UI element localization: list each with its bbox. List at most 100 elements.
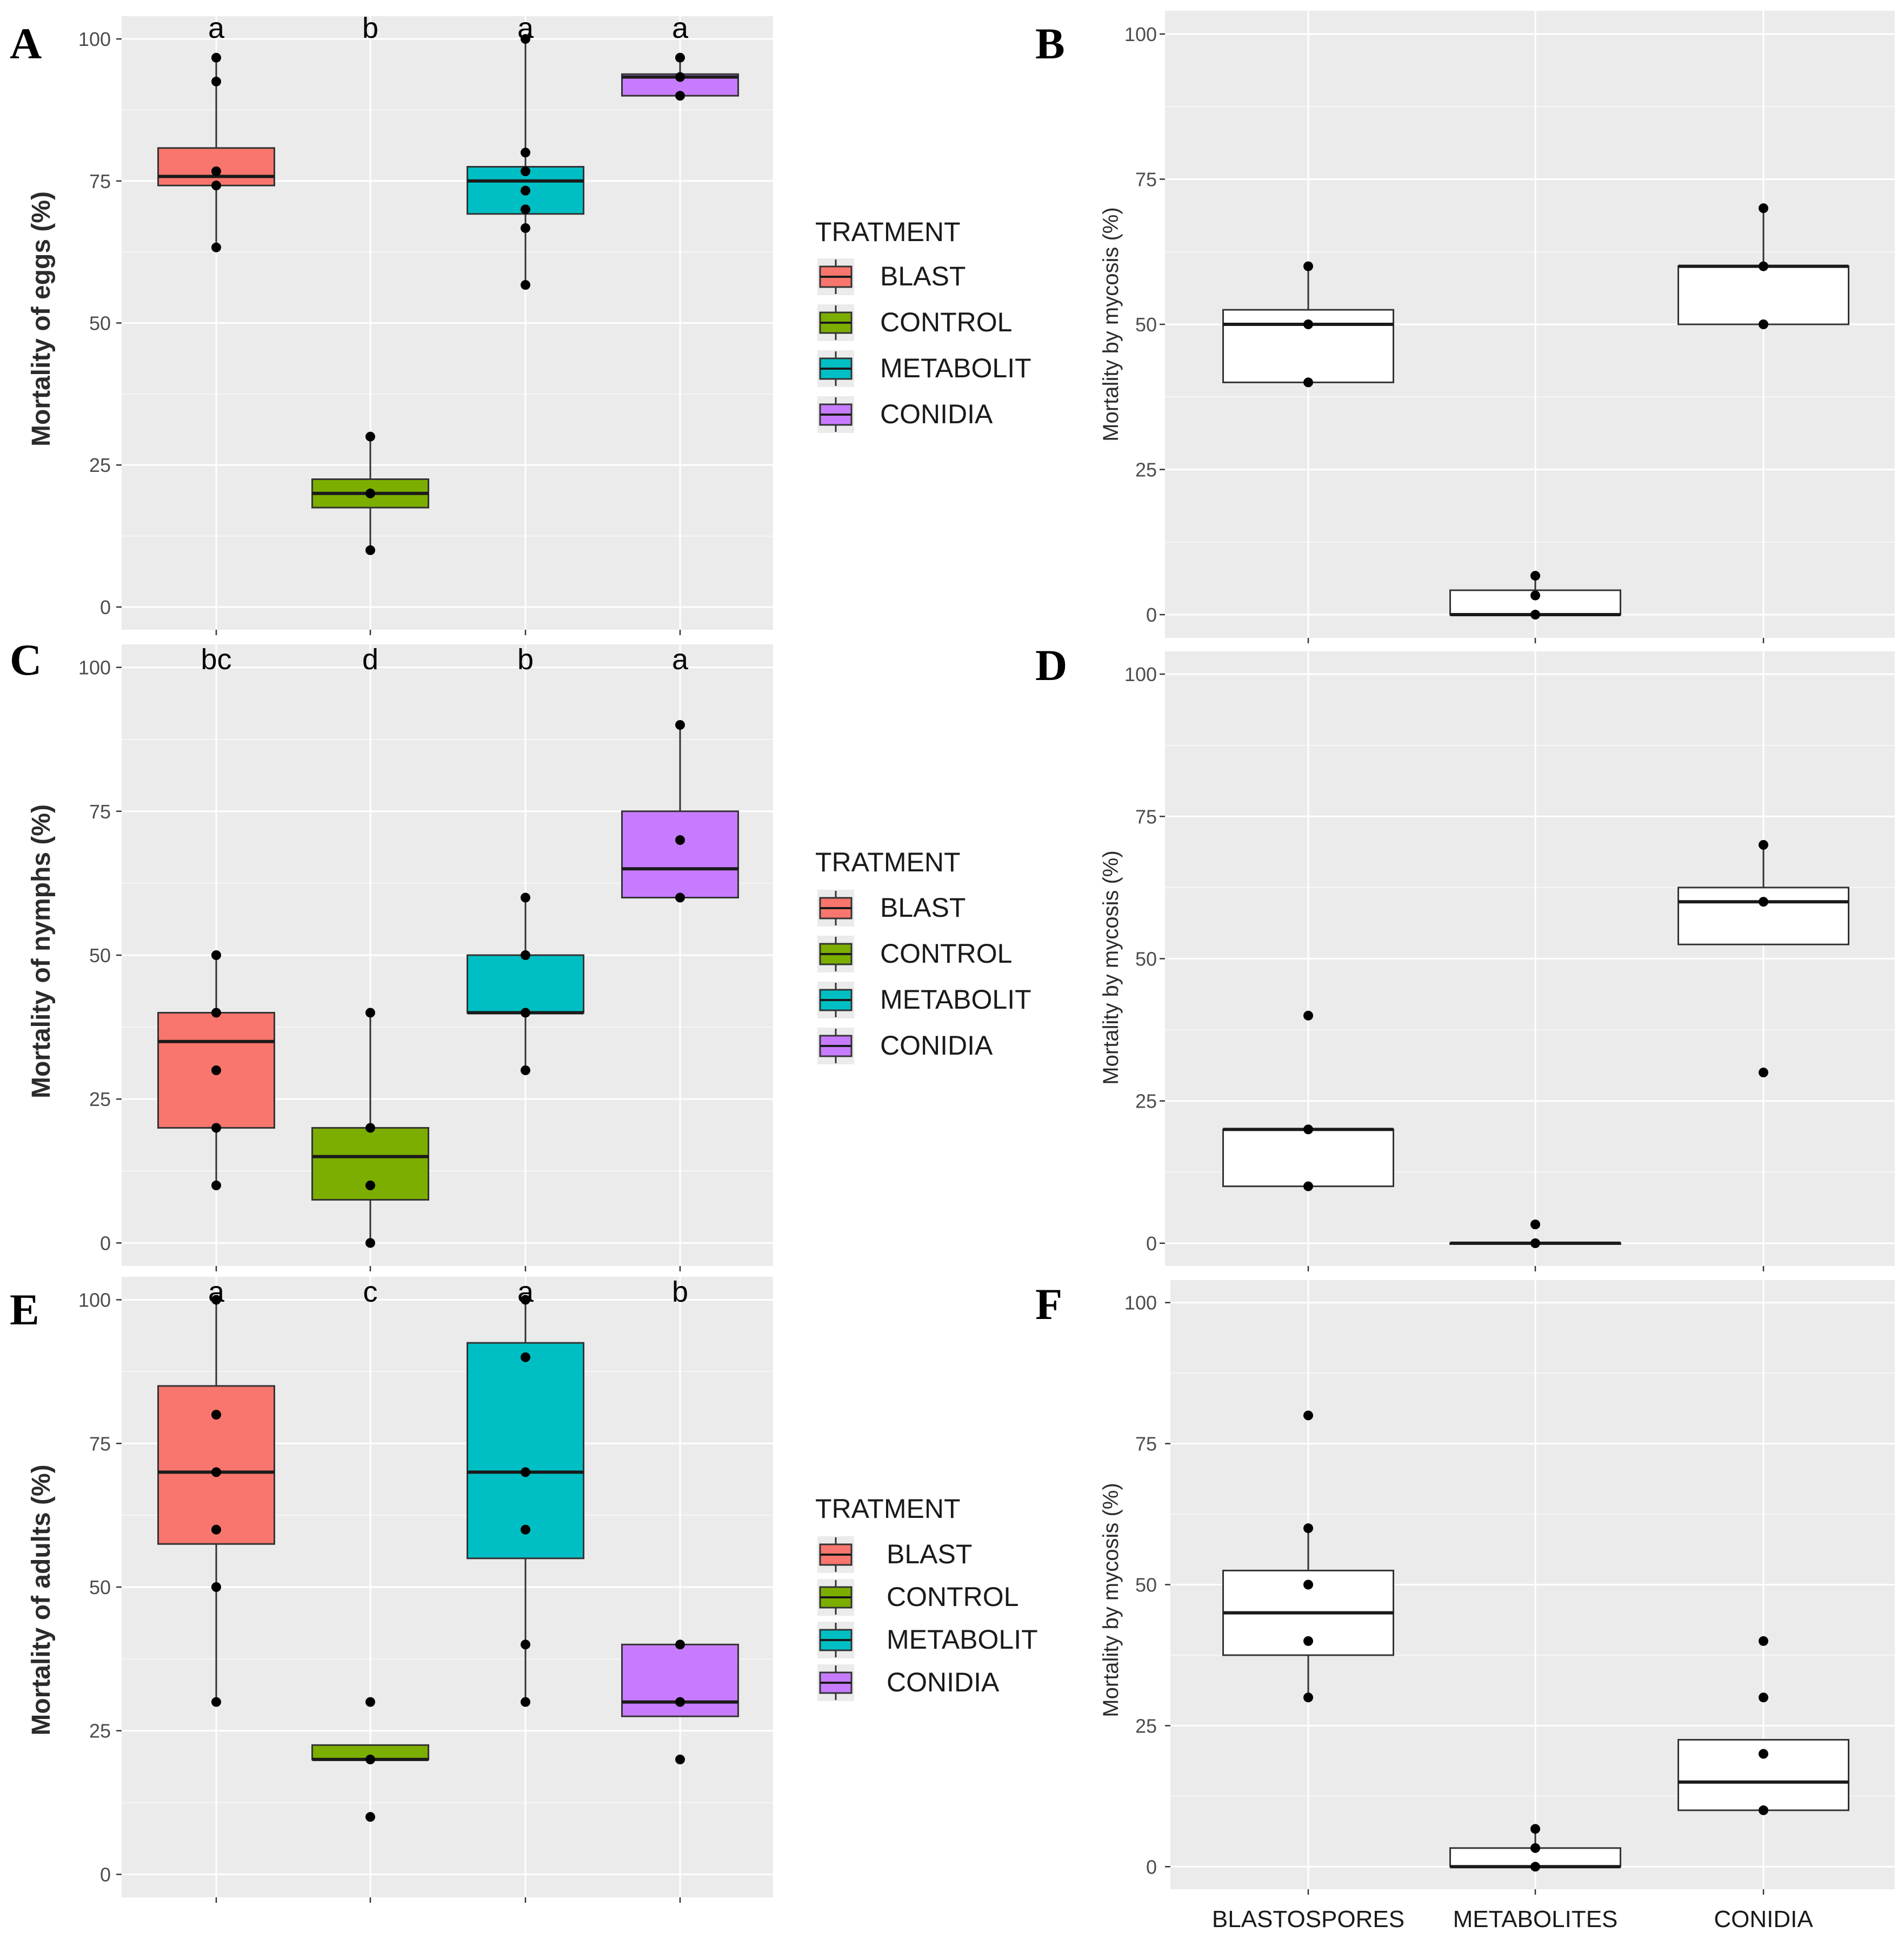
data-point	[365, 1123, 375, 1133]
data-point	[1530, 1238, 1540, 1248]
significance-letter-blast: a	[208, 1276, 225, 1308]
box-blastospores	[1222, 1128, 1394, 1188]
data-point	[365, 1008, 375, 1018]
data-point	[521, 1524, 530, 1535]
y-tick-label: 75	[89, 170, 111, 192]
data-point	[675, 835, 685, 845]
data-point	[211, 1697, 221, 1707]
data-point	[521, 204, 530, 215]
box-conidia	[1677, 265, 1849, 325]
panel-label-f: F	[1035, 1279, 1062, 1329]
panel-b: 0 25 50 75 100 B Mortality by mycosis (%)	[1035, 11, 1895, 643]
y-tick-label: 25	[1135, 459, 1157, 481]
data-point	[211, 1065, 221, 1075]
panel-label-c: C	[10, 635, 42, 684]
y-tick-label: 75	[1135, 805, 1157, 828]
data-point	[211, 1008, 221, 1018]
data-point	[1303, 1523, 1313, 1534]
data-point	[521, 1352, 530, 1362]
y-tick-label: 50	[1135, 314, 1157, 336]
data-point	[211, 52, 221, 63]
data-point	[211, 1410, 221, 1420]
y-axis-label-c: Mortality of nymphs (%)	[27, 804, 56, 1098]
data-point	[675, 1640, 685, 1650]
data-point	[1303, 1636, 1313, 1646]
legend-label-control: CONTROL	[887, 1582, 1018, 1612]
y-tick-label: 50	[89, 312, 111, 335]
data-point	[1530, 1219, 1540, 1230]
panel-d: 0 25 50 75 100 D Mortality by mycosis (%)	[1035, 641, 1895, 1271]
data-point	[1759, 1068, 1768, 1078]
y-tick-label: 100	[1124, 23, 1157, 45]
y-tick-label: 75	[89, 801, 111, 823]
data-point	[521, 166, 530, 176]
data-point	[365, 1754, 375, 1764]
data-point	[1759, 839, 1768, 850]
significance-letter-blast: a	[208, 12, 225, 44]
legend-eggs: TRATMENT BLAST CONTROL METABOLIT CONIDIA	[815, 217, 1031, 433]
data-point	[521, 1697, 530, 1707]
y-tick-label: 50	[1135, 1574, 1157, 1596]
data-point	[521, 1467, 530, 1477]
panel-label-d: D	[1035, 641, 1067, 690]
legend-label-metabolit: METABOLIT	[880, 353, 1031, 383]
data-point	[675, 720, 685, 730]
legend-label-blast: BLAST	[880, 892, 966, 923]
data-point	[211, 1123, 221, 1133]
data-point	[1303, 1181, 1313, 1191]
data-point	[211, 181, 221, 191]
data-point	[1530, 590, 1540, 601]
data-point	[1530, 1862, 1540, 1872]
legend-label-blast: BLAST	[887, 1539, 972, 1569]
data-point	[365, 1238, 375, 1248]
data-point	[521, 185, 530, 196]
legend-label-metabolit: METABOLIT	[880, 984, 1031, 1015]
legend-adults: TRATMENT BLAST CONTROL METABOLIT CONIDIA	[815, 1494, 1038, 1701]
legend-label-control: CONTROL	[880, 938, 1012, 969]
significance-letter-control: c	[363, 1276, 378, 1308]
data-point	[1759, 203, 1768, 214]
data-point	[1530, 610, 1540, 620]
y-tick-label: 25	[89, 454, 111, 476]
y-axis-label-d: Mortality by mycosis (%)	[1099, 850, 1123, 1084]
legend-label-conidia: CONIDIA	[887, 1667, 1000, 1697]
data-point	[211, 950, 221, 960]
legend-title: TRATMENT	[815, 847, 960, 877]
data-point	[1303, 1692, 1313, 1703]
data-point	[1303, 377, 1313, 388]
box-conidia	[621, 810, 739, 899]
x-tick-label-blastospores: BLASTOSPORES	[1212, 1906, 1404, 1932]
x-tick-label-conidia: CONIDIA	[1714, 1906, 1813, 1932]
y-tick-label: 75	[1135, 1433, 1157, 1455]
data-point	[675, 1697, 685, 1707]
data-point	[1303, 261, 1313, 271]
data-point	[1759, 897, 1768, 907]
data-point	[211, 1467, 221, 1477]
data-point	[521, 1640, 530, 1650]
significance-letter-conidia: b	[672, 1276, 688, 1308]
y-tick-label: 100	[1124, 1292, 1157, 1314]
y-tick-label: 50	[89, 944, 111, 967]
data-point	[675, 52, 685, 63]
data-point	[1759, 261, 1768, 271]
y-tick-label: 100	[78, 657, 111, 679]
significance-letter-conidia: a	[672, 643, 689, 676]
significance-letter-control: b	[362, 12, 378, 44]
data-point	[211, 1582, 221, 1592]
data-point	[1530, 1824, 1540, 1834]
significance-letter-control: d	[362, 643, 378, 676]
y-axis-label-e: Mortality of adults (%)	[27, 1464, 56, 1735]
data-point	[365, 1697, 375, 1707]
significance-letter-blast: bc	[201, 643, 231, 676]
box-blast	[157, 1385, 275, 1545]
data-point	[1759, 1636, 1768, 1646]
y-tick-label: 50	[1135, 948, 1157, 970]
legend-label-metabolit: METABOLIT	[887, 1624, 1038, 1655]
data-point	[211, 166, 221, 176]
y-axis-label-a: Mortality of eggs (%)	[27, 191, 56, 446]
data-point	[521, 1295, 530, 1305]
y-tick-label: 0	[1146, 1856, 1157, 1878]
significance-letter-metabolit: b	[517, 643, 534, 676]
y-tick-label: 100	[1124, 663, 1157, 685]
y-tick-label: 0	[100, 1232, 111, 1254]
